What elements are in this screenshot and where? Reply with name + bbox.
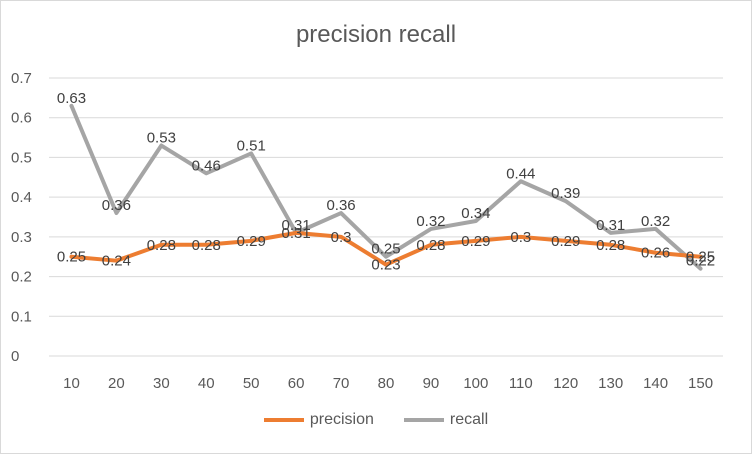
x-tick-label: 110 [509, 375, 533, 392]
x-tick-label: 80 [378, 375, 395, 392]
x-tick-label: 130 [598, 375, 623, 392]
data-label-precision: 0.28 [416, 237, 445, 254]
data-label-precision: 0.29 [237, 233, 266, 250]
data-label-recall: 0.36 [326, 197, 355, 214]
data-label-recall: 0.36 [102, 197, 131, 214]
x-tick-label: 120 [553, 375, 578, 392]
legend-item-precision: precision [263, 411, 374, 429]
data-label-precision: 0.28 [596, 237, 625, 254]
legend-swatch-precision [263, 418, 304, 422]
y-tick-label: 0 [11, 348, 19, 365]
data-label-precision: 0.25 [57, 249, 86, 266]
data-label-recall: 0.32 [416, 213, 445, 230]
data-label-precision: 0.29 [551, 233, 580, 250]
data-label-precision: 0.28 [192, 237, 221, 254]
legend-swatch-recall [403, 418, 444, 422]
data-label-precision: 0.3 [331, 229, 352, 246]
x-tick-label: 70 [333, 375, 350, 392]
x-tick-label: 60 [288, 375, 305, 392]
data-label-recall: 0.22 [686, 253, 715, 270]
data-label-recall: 0.53 [147, 130, 176, 147]
x-tick-label: 50 [243, 375, 260, 392]
legend-label-precision: precision [309, 411, 374, 428]
legend: precision recall [1, 411, 751, 429]
data-label-recall: 0.46 [192, 157, 221, 174]
x-tick-label: 90 [423, 375, 440, 392]
data-label-precision: 0.3 [510, 229, 531, 246]
y-tick-label: 0.2 [11, 269, 32, 286]
x-tick-label: 150 [688, 375, 713, 392]
chart-title: precision recall [295, 21, 457, 48]
data-label-recall: 0.31 [282, 217, 311, 234]
data-label-recall: 0.32 [641, 213, 670, 230]
data-label-recall: 0.25 [371, 241, 400, 258]
legend-label-recall: recall [449, 411, 489, 428]
y-tick-label: 0.4 [11, 189, 32, 206]
y-tick-label: 0.7 [11, 70, 32, 87]
x-tick-label: 140 [643, 375, 668, 392]
data-label-precision: 0.23 [371, 257, 400, 274]
y-tick-label: 0.1 [11, 308, 32, 325]
x-tick-label: 20 [108, 375, 125, 392]
x-tick-label: 30 [153, 375, 170, 392]
y-tick-label: 0.3 [11, 229, 32, 246]
y-tick-label: 0.5 [11, 149, 32, 166]
data-label-recall: 0.39 [551, 185, 580, 202]
data-label-precision: 0.24 [102, 253, 131, 270]
data-label-precision: 0.26 [641, 245, 670, 262]
data-label-precision: 0.28 [147, 237, 176, 254]
x-tick-label: 100 [463, 375, 488, 392]
legend-item-recall: recall [403, 411, 489, 429]
data-label-recall: 0.44 [506, 165, 535, 182]
y-tick-label: 0.6 [11, 110, 32, 127]
x-tick-label: 10 [63, 375, 80, 392]
data-label-precision: 0.29 [461, 233, 490, 250]
data-label-precision: 0.25 [686, 249, 715, 266]
data-label-recall: 0.51 [237, 137, 266, 154]
data-label-recall: 0.34 [461, 205, 490, 222]
data-label-recall: 0.63 [57, 90, 86, 107]
data-label-recall: 0.31 [596, 217, 625, 234]
x-tick-label: 40 [198, 375, 215, 392]
data-label-precision: 0.31 [282, 225, 311, 242]
